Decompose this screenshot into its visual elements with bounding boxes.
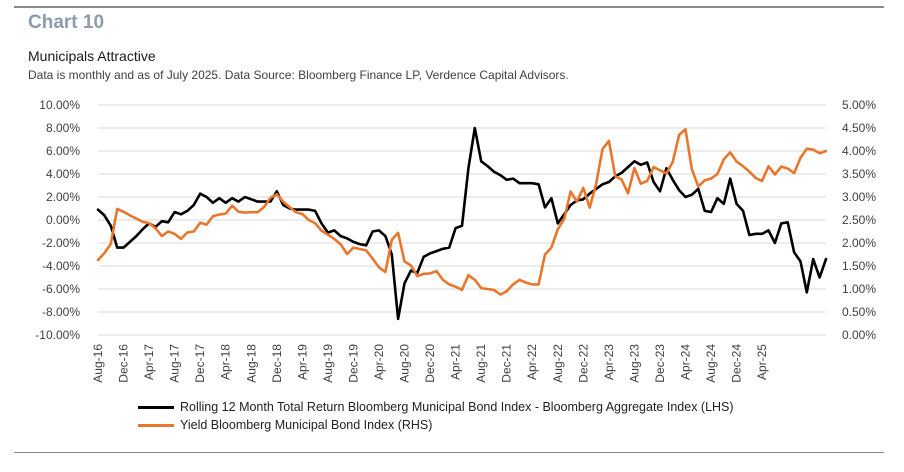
y-right-tick-label: 5.00% xyxy=(842,98,876,112)
x-tick-label: Apr-20 xyxy=(372,344,386,380)
y-right-tick-label: 4.00% xyxy=(842,144,876,158)
y-left-tick-label: 4.00% xyxy=(46,167,80,181)
x-tick-label: Aug-17 xyxy=(168,344,182,383)
x-tick-label: Aug-20 xyxy=(398,344,412,383)
y-left-tick-label: -8.00% xyxy=(42,305,80,319)
x-tick-label: Dec-18 xyxy=(270,344,284,383)
y-right-tick-label: 0.50% xyxy=(842,305,876,319)
y-right-tick-label: 3.00% xyxy=(842,190,876,204)
x-tick-label: Aug-22 xyxy=(551,344,565,383)
x-tick-label: Dec-16 xyxy=(117,344,131,383)
x-tick-label: Dec-21 xyxy=(500,344,514,383)
legend: Rolling 12 Month Total Return Bloomberg … xyxy=(138,398,734,434)
x-tick-label: Apr-17 xyxy=(142,344,156,380)
y-right-tick-label: 0.00% xyxy=(842,328,876,342)
x-tick-label: Apr-23 xyxy=(602,344,616,380)
y-right-tick-label: 2.50% xyxy=(842,213,876,227)
top-rule xyxy=(14,6,884,8)
x-tick-label: Dec-22 xyxy=(576,344,590,383)
bottom-rule xyxy=(14,452,884,453)
x-tick-label: Apr-19 xyxy=(295,344,309,380)
y-right-tick-label: 1.00% xyxy=(842,282,876,296)
x-tick-label: Aug-24 xyxy=(704,344,718,383)
series-line-yield xyxy=(96,128,828,296)
y-left-tick-label: 6.00% xyxy=(46,144,80,158)
x-tick-label: Apr-22 xyxy=(525,344,539,380)
legend-swatch-rolling xyxy=(138,405,174,409)
x-tick-label: Aug-18 xyxy=(244,344,258,383)
x-tick-label: Dec-19 xyxy=(346,344,360,383)
x-tick-label: Apr-21 xyxy=(449,344,463,380)
x-tick-label: Dec-24 xyxy=(730,344,744,383)
y-left-tick-label: -4.00% xyxy=(42,259,80,273)
y-right-tick-label: 3.50% xyxy=(842,167,876,181)
y-right-tick-label: 2.00% xyxy=(842,236,876,250)
x-tick-label: Apr-18 xyxy=(219,344,233,380)
y-left-tick-label: 2.00% xyxy=(46,190,80,204)
chart-title: Municipals Attractive xyxy=(28,48,156,64)
y-right-tick-label: 1.50% xyxy=(842,259,876,273)
x-tick-label: Aug-19 xyxy=(321,344,335,383)
y-left-tick-label: -2.00% xyxy=(42,236,80,250)
x-tick-label: Aug-16 xyxy=(91,344,105,383)
series-line-rolling xyxy=(96,126,828,321)
y-left-tick-label: -6.00% xyxy=(42,282,80,296)
y-left-tick-label: 10.00% xyxy=(39,98,80,112)
x-tick-label: Dec-20 xyxy=(423,344,437,383)
y-left-tick-label: 8.00% xyxy=(46,121,80,135)
x-tick-label: Apr-24 xyxy=(679,344,693,380)
legend-label-rolling: Rolling 12 Month Total Return Bloomberg … xyxy=(180,400,734,414)
chart-label: Chart 10 xyxy=(28,12,105,33)
x-tick-label: Apr-25 xyxy=(755,344,769,380)
legend-label-yield: Yield Bloomberg Municipal Bond Index (RH… xyxy=(180,418,433,432)
legend-item-rolling: Rolling 12 Month Total Return Bloomberg … xyxy=(138,398,734,416)
legend-item-yield: Yield Bloomberg Municipal Bond Index (RH… xyxy=(138,416,734,434)
y-left-tick-label: 0.00% xyxy=(46,213,80,227)
x-tick-label: Aug-21 xyxy=(474,344,488,383)
y-left-tick-label: -10.00% xyxy=(35,328,80,342)
legend-swatch-yield xyxy=(138,423,174,427)
y-right-tick-label: 4.50% xyxy=(842,121,876,135)
x-tick-label: Aug-23 xyxy=(627,344,641,383)
chart-subtitle: Data is monthly and as of July 2025. Dat… xyxy=(28,68,569,82)
x-tick-label: Dec-17 xyxy=(193,344,207,383)
x-tick-label: Dec-23 xyxy=(653,344,667,383)
